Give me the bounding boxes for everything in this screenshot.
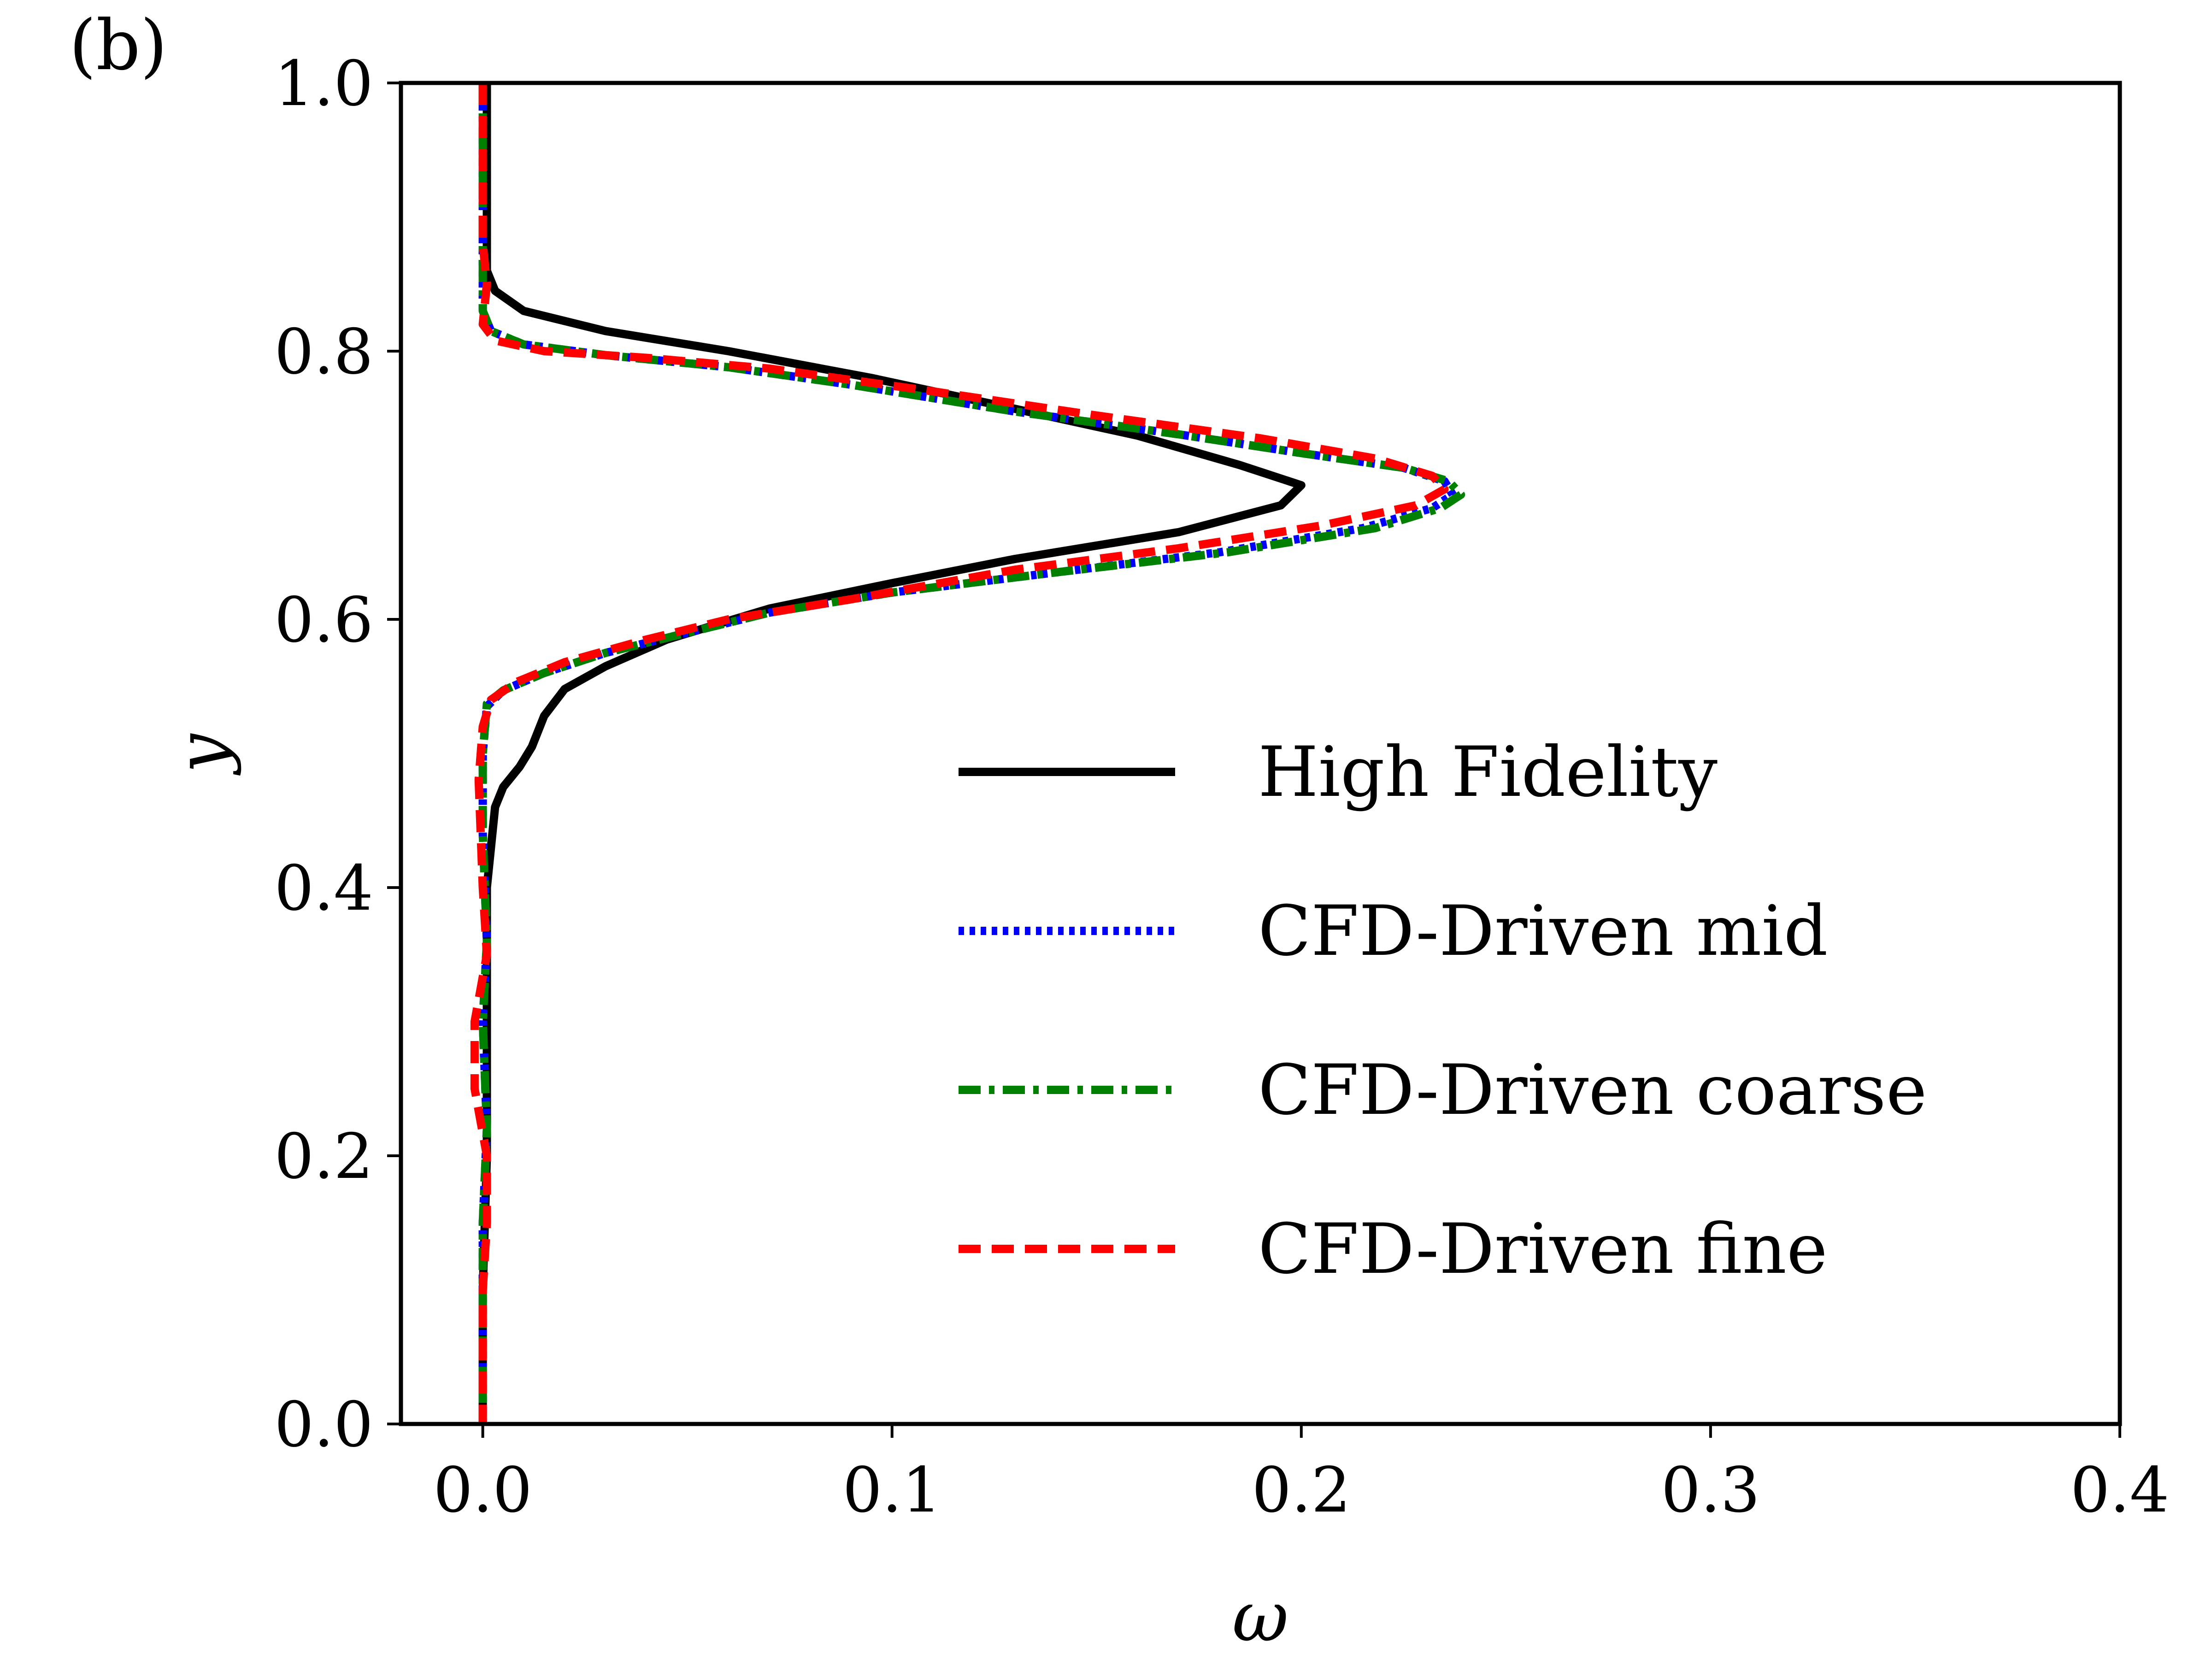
series-line-cfd-driven-fine <box>470 83 1449 1424</box>
y-tick-label: 0.6 <box>274 584 373 656</box>
y-tick-label: 0.0 <box>274 1388 373 1461</box>
legend: High Fidelity CFD-Driven mid CFD-Driven co… <box>959 732 1927 1289</box>
legend-item: CFD-Driven fine <box>959 1209 1828 1289</box>
x-axis-label: ω <box>1232 1577 1288 1657</box>
legend-label: High Fidelity <box>1258 732 1718 812</box>
x-tick-label: 0.1 <box>842 1454 941 1526</box>
series-line-high-fidelity <box>478 83 1306 1424</box>
legend-label: CFD-Driven coarse <box>1258 1050 1927 1130</box>
legend-item: CFD-Driven mid <box>959 891 1828 971</box>
panel-label: (b) <box>69 6 167 86</box>
x-tick-label: 0.3 <box>1661 1454 1760 1526</box>
legend-item: CFD-Driven coarse <box>959 1050 1927 1130</box>
y-tick-label: 0.8 <box>274 316 373 388</box>
legend-label: CFD-Driven mid <box>1258 891 1828 971</box>
plot-frame <box>399 81 2122 1426</box>
y-tick-label: 0.4 <box>274 852 373 924</box>
y-axis-label: y <box>162 733 242 776</box>
x-tick-label: 0.0 <box>433 1454 532 1526</box>
y-tick-label: 1.0 <box>274 47 373 120</box>
series-layer <box>470 83 1465 1424</box>
x-tick-label: 0.2 <box>1252 1454 1351 1526</box>
y-tick-label: 0.2 <box>274 1120 373 1193</box>
x-tick-label: 0.4 <box>2071 1454 2170 1526</box>
legend-label: CFD-Driven fine <box>1258 1209 1828 1289</box>
legend-item: High Fidelity <box>959 732 1718 812</box>
ticks-layer: 0.0 0.1 0.2 0.3 0.4 0.0 0.2 0.4 0.6 0.8 1.0 <box>274 47 2169 1526</box>
